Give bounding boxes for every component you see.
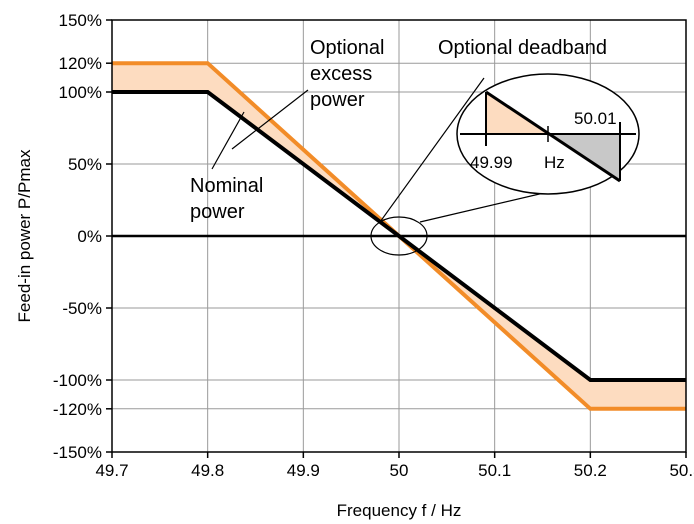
series-lines xyxy=(112,61,686,411)
nominal-pointer-line xyxy=(211,111,245,170)
inset-label-left: 49.99 xyxy=(470,153,513,172)
excess-power-label: Optional xyxy=(310,37,385,59)
x-axis-title: Frequency f / Hz xyxy=(337,501,462,520)
y-tick-label: 0% xyxy=(77,227,102,246)
x-tick-label: 50.2 xyxy=(574,461,607,480)
y-axis-title: Feed-in power P/Pmax xyxy=(15,149,34,322)
x-tick-label: 50 xyxy=(390,461,409,480)
x-tick-label: 49.7 xyxy=(95,461,128,480)
annotations: Optional excess power Nominal power Optional … xyxy=(190,37,607,223)
excess-power-label: excess xyxy=(310,63,372,85)
inset-label-hz: Hz xyxy=(544,153,565,172)
nominal-power-label: Nominal xyxy=(190,175,263,197)
x-tick-label: 49.9 xyxy=(287,461,320,480)
deadband-label: Optional deadband xyxy=(438,37,607,59)
y-tick-label: -120% xyxy=(53,400,102,419)
y-tick-label: 100% xyxy=(59,83,102,102)
tick-labels: 49.7 49.8 49.9 50 50.1 50.2 50.3 150% 120% 100% 50… xyxy=(53,11,694,480)
inset-label-right: 50.01 xyxy=(574,109,617,128)
zoom-region-ellipse xyxy=(370,216,428,256)
y-tick-label: -150% xyxy=(53,443,102,462)
excess-pointer-line xyxy=(231,89,309,150)
x-tick-label: 49.8 xyxy=(191,461,224,480)
inset-droop-line xyxy=(485,90,621,183)
deadband-inset: 49.99 Hz 50.01 xyxy=(370,73,640,256)
y-tick-label: 50% xyxy=(68,155,102,174)
y-tick-label: 120% xyxy=(59,54,102,73)
x-tick-label: 50.3 xyxy=(669,461,694,480)
nominal-power-line xyxy=(112,90,686,382)
excess-power-label: power xyxy=(310,89,365,111)
y-tick-label: -100% xyxy=(53,371,102,390)
zoom-connector-lower xyxy=(419,191,549,223)
y-tick-label: -50% xyxy=(62,299,102,318)
y-tick-label: 150% xyxy=(59,11,102,30)
zoom-connector-upper xyxy=(379,77,485,223)
nominal-power-label: power xyxy=(190,201,245,223)
x-tick-label: 50.1 xyxy=(478,461,511,480)
